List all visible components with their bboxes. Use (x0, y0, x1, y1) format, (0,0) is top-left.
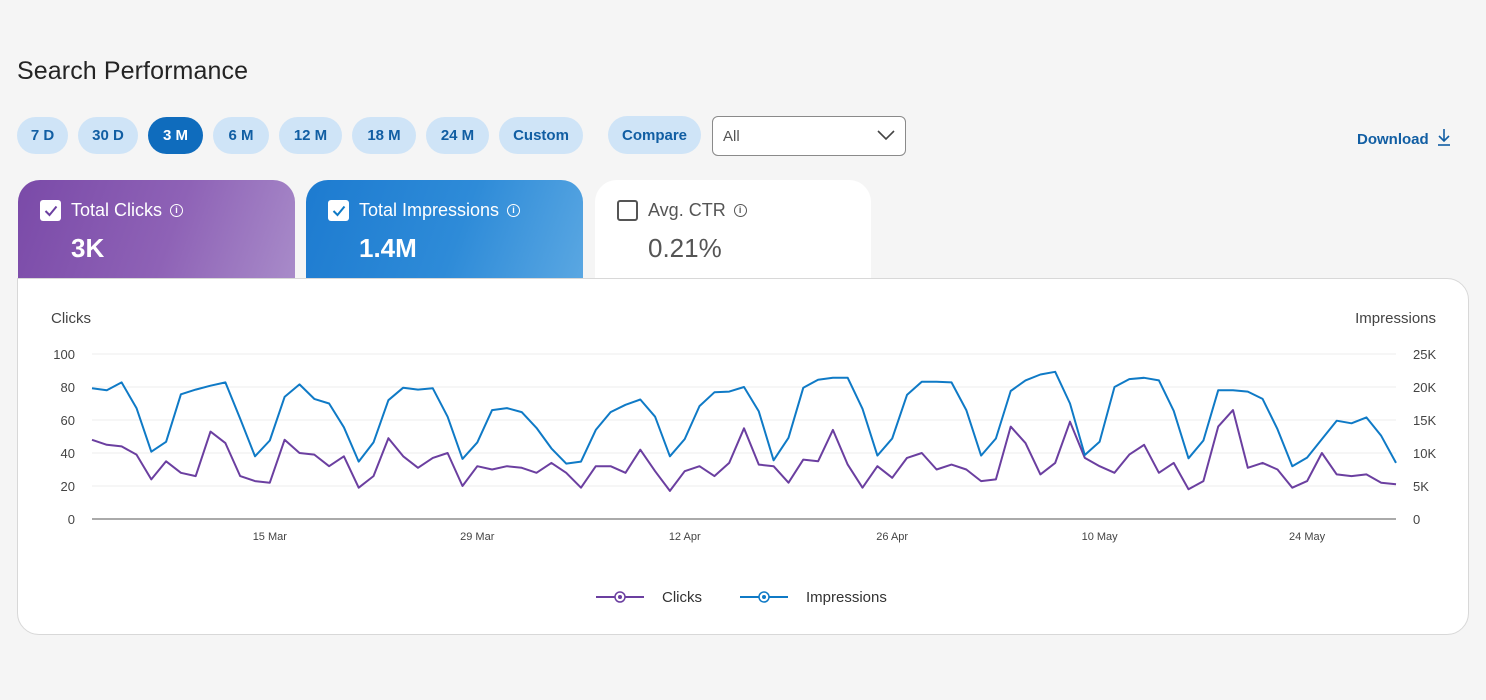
x-tick-label: 12 Apr (669, 531, 701, 543)
range-12m-button[interactable]: 12 M (279, 117, 342, 154)
right-tick-label: 10K (1413, 446, 1436, 461)
x-tick-label: 10 May (1082, 531, 1119, 543)
download-button[interactable]: Download (1357, 128, 1451, 150)
series-line-clicks (91, 409, 1397, 492)
date-range-selector: 7 D 30 D 3 M 6 M 12 M 18 M 24 M Custom (17, 117, 583, 154)
legend-clicks-label: Clicks (662, 589, 702, 606)
range-6m-button[interactable]: 6 M (213, 117, 269, 154)
checkmark-icon (44, 205, 57, 216)
total-clicks-label: Total Clicks (71, 200, 163, 220)
range-7d-button[interactable]: 7 D (17, 117, 68, 154)
info-icon[interactable]: i (733, 204, 747, 217)
info-icon[interactable]: i (507, 204, 521, 217)
ctr-checkbox[interactable] (617, 200, 638, 221)
range-24m-button[interactable]: 24 M (426, 117, 489, 154)
legend-impressions-label: Impressions (806, 589, 887, 606)
right-tick-label: 20K (1413, 380, 1436, 395)
right-tick-label: 5K (1413, 479, 1429, 494)
checkmark-icon (332, 205, 345, 216)
page-title: Search Performance (17, 57, 249, 85)
range-custom-button[interactable]: Custom (499, 117, 583, 154)
download-label: Download (1357, 130, 1429, 148)
left-tick-label: 20 (61, 479, 75, 494)
left-tick-label: 80 (61, 380, 75, 395)
total-impressions-value: 1.4M (359, 233, 417, 263)
left-tick-label: 40 (61, 446, 75, 461)
x-tick-label: 29 Mar (460, 531, 495, 543)
right-axis-title: Impressions (1355, 310, 1436, 327)
range-3m-button[interactable]: 3 M (148, 117, 203, 154)
download-icon (1437, 128, 1451, 150)
left-tick-label: 0 (68, 512, 75, 527)
filter-dropdown-value: All (723, 127, 740, 145)
info-icon[interactable]: i (170, 204, 184, 217)
x-tick-label: 15 Mar (253, 531, 288, 543)
total-impressions-card[interactable]: Total Impressions i 1.4M (306, 180, 583, 279)
range-18m-button[interactable]: 18 M (352, 117, 416, 154)
x-tick-label: 24 May (1289, 531, 1326, 543)
compare-button[interactable]: Compare (608, 116, 702, 154)
chevron-down-icon (877, 128, 895, 145)
x-tick-label: 26 Apr (876, 531, 908, 543)
total-impressions-label: Total Impressions (359, 200, 500, 220)
clicks-checkbox[interactable] (40, 200, 61, 221)
right-tick-label: 15K (1413, 413, 1436, 428)
avg-ctr-value: 0.21% (648, 233, 722, 263)
total-clicks-card[interactable]: Total Clicks i 3K (18, 180, 295, 279)
range-30d-button[interactable]: 30 D (78, 117, 138, 154)
left-tick-label: 60 (61, 413, 75, 428)
chart-legend: Clicks Impressions (596, 589, 887, 606)
filter-dropdown[interactable]: All (712, 116, 906, 156)
left-tick-label: 100 (53, 347, 75, 362)
impressions-checkbox[interactable] (328, 200, 349, 221)
avg-ctr-label: Avg. CTR (648, 200, 726, 220)
avg-ctr-card[interactable]: Avg. CTR i 0.21% (595, 180, 871, 279)
right-tick-label: 0 (1413, 512, 1420, 527)
right-tick-label: 25K (1413, 347, 1436, 362)
left-axis-title: Clicks (51, 310, 91, 327)
performance-chart: Clicks Impressions 0 20 40 60 80 100 0 5K 10K 15… (51, 310, 1436, 606)
series-line-impressions (91, 370, 1397, 468)
chart-panel: Clicks Impressions 0 20 40 60 80 100 0 5K 10K 15… (17, 278, 1469, 635)
total-clicks-value: 3K (71, 233, 105, 263)
